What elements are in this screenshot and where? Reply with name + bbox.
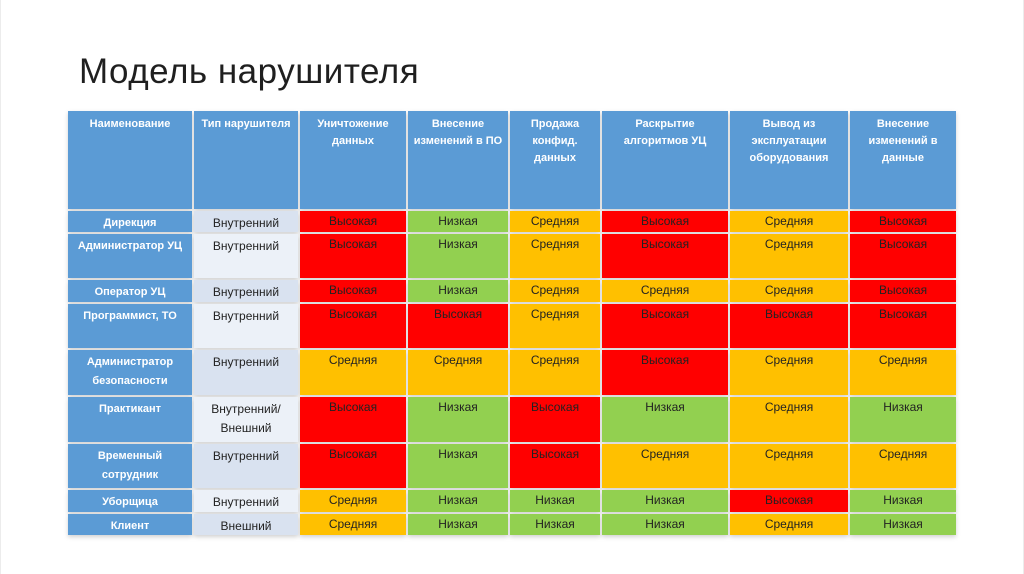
- risk-cell: Высокая: [850, 304, 956, 348]
- row-type-cell: Внутренний: [194, 211, 298, 232]
- risk-cell: Низкая: [408, 490, 508, 512]
- risk-cell: Низкая: [850, 490, 956, 512]
- risk-cell: Средняя: [300, 514, 406, 535]
- risk-cell: Средняя: [510, 280, 600, 302]
- risk-cell: Средняя: [300, 350, 406, 395]
- risk-cell: Низкая: [408, 211, 508, 232]
- risk-cell: Высокая: [602, 211, 728, 232]
- row-type-cell: Внешний: [194, 514, 298, 535]
- table-row: Клиент Внешний Средняя Низкая Низкая Низкая Ср…: [68, 514, 958, 535]
- risk-cell: Высокая: [510, 397, 600, 442]
- risk-cell: Низкая: [408, 234, 508, 278]
- row-name-cell: Программист, ТО: [68, 304, 192, 348]
- row-name-cell: Дирекция: [68, 211, 192, 232]
- risk-cell: Низкая: [408, 444, 508, 488]
- risk-cell: Средняя: [730, 280, 848, 302]
- risk-cell: Средняя: [602, 444, 728, 488]
- risk-cell: Высокая: [602, 234, 728, 278]
- risk-cell: Высокая: [510, 444, 600, 488]
- table-row: Уборщица Внутренний Средняя Низкая Низкая Низ…: [68, 490, 958, 512]
- risk-cell: Высокая: [300, 234, 406, 278]
- column-header: Уничтожение данных: [300, 111, 406, 209]
- risk-cell: Средняя: [730, 211, 848, 232]
- row-type-cell: Внутренний: [194, 234, 298, 278]
- risk-cell: Высокая: [300, 280, 406, 302]
- risk-cell: Высокая: [300, 397, 406, 442]
- risk-cell: Низкая: [510, 490, 600, 512]
- row-name-cell: Администратор УЦ: [68, 234, 192, 278]
- row-type-cell: Внутренний: [194, 304, 298, 348]
- risk-cell: Средняя: [730, 234, 848, 278]
- row-type-cell: Внутренний: [194, 350, 298, 395]
- risk-cell: Низкая: [850, 397, 956, 442]
- row-name-cell: Клиент: [68, 514, 192, 535]
- risk-cell: Средняя: [510, 304, 600, 348]
- risk-cell: Низкая: [602, 514, 728, 535]
- risk-cell: Высокая: [602, 304, 728, 348]
- intruder-model-table: Наименование Тип нарушителя Уничтожение да…: [68, 111, 958, 537]
- table-row: Временный сотрудник Внутренний Высокая Низк…: [68, 444, 958, 488]
- risk-cell: Средняя: [730, 514, 848, 535]
- column-header: Внесение изменений в ПО: [408, 111, 508, 209]
- row-type-cell: Внутренний: [194, 280, 298, 302]
- risk-cell: Средняя: [850, 444, 956, 488]
- column-header: Продажа конфид. данных: [510, 111, 600, 209]
- table-row: Оператор УЦ Внутренний Высокая Низкая Средня…: [68, 280, 958, 302]
- row-name-cell: Уборщица: [68, 490, 192, 512]
- risk-cell: Высокая: [300, 211, 406, 232]
- risk-cell: Низкая: [408, 397, 508, 442]
- risk-cell: Средняя: [850, 350, 956, 395]
- table-row: Дирекция Внутренний Высокая Низкая Средняя Вы…: [68, 211, 958, 232]
- risk-cell: Средняя: [408, 350, 508, 395]
- risk-cell: Высокая: [850, 280, 956, 302]
- risk-cell: Средняя: [300, 490, 406, 512]
- page-title: Модель нарушителя: [79, 52, 420, 91]
- table-header-row: Наименование Тип нарушителя Уничтожение да…: [68, 111, 958, 209]
- row-name-cell: Оператор УЦ: [68, 280, 192, 302]
- risk-cell: Средняя: [510, 234, 600, 278]
- risk-cell: Средняя: [510, 350, 600, 395]
- row-type-cell: Внутренний: [194, 490, 298, 512]
- risk-cell: Средняя: [730, 350, 848, 395]
- risk-cell: Средняя: [730, 444, 848, 488]
- column-header: Внесение изменений в данные: [850, 111, 956, 209]
- table-row: Программист, ТО Внутренний Высокая Высокая С…: [68, 304, 958, 348]
- column-header: Раскрытие алгоритмов УЦ: [602, 111, 728, 209]
- row-name-cell: Временный сотрудник: [68, 444, 192, 488]
- risk-cell: Низкая: [408, 280, 508, 302]
- risk-cell: Высокая: [850, 234, 956, 278]
- risk-cell: Низкая: [602, 490, 728, 512]
- risk-cell: Высокая: [602, 350, 728, 395]
- table-body: Дирекция Внутренний Высокая Низкая Средняя Вы…: [68, 211, 958, 535]
- risk-cell: Средняя: [510, 211, 600, 232]
- risk-cell: Низкая: [850, 514, 956, 535]
- column-header: Наименование: [68, 111, 192, 209]
- risk-cell: Низкая: [510, 514, 600, 535]
- risk-cell: Высокая: [408, 304, 508, 348]
- risk-cell: Высокая: [300, 444, 406, 488]
- row-type-cell: Внутренний: [194, 444, 298, 488]
- risk-cell: Высокая: [730, 490, 848, 512]
- row-name-cell: Практикант: [68, 397, 192, 442]
- risk-cell: Низкая: [408, 514, 508, 535]
- row-name-cell: Администратор безопасности: [68, 350, 192, 395]
- risk-cell: Средняя: [602, 280, 728, 302]
- risk-cell: Высокая: [300, 304, 406, 348]
- row-type-cell: Внутренний/ Внешний: [194, 397, 298, 442]
- table-row: Администратор безопасности Внутренний Сред…: [68, 350, 958, 395]
- risk-cell: Высокая: [850, 211, 956, 232]
- risk-cell: Высокая: [730, 304, 848, 348]
- column-header: Тип нарушителя: [194, 111, 298, 209]
- table-row: Администратор УЦ Внутренний Высокая Низкая С…: [68, 234, 958, 278]
- risk-cell: Средняя: [730, 397, 848, 442]
- column-header: Вывод из эксплуатации оборудования: [730, 111, 848, 209]
- risk-cell: Низкая: [602, 397, 728, 442]
- table-row: Практикант Внутренний/ Внешний Высокая Низк…: [68, 397, 958, 442]
